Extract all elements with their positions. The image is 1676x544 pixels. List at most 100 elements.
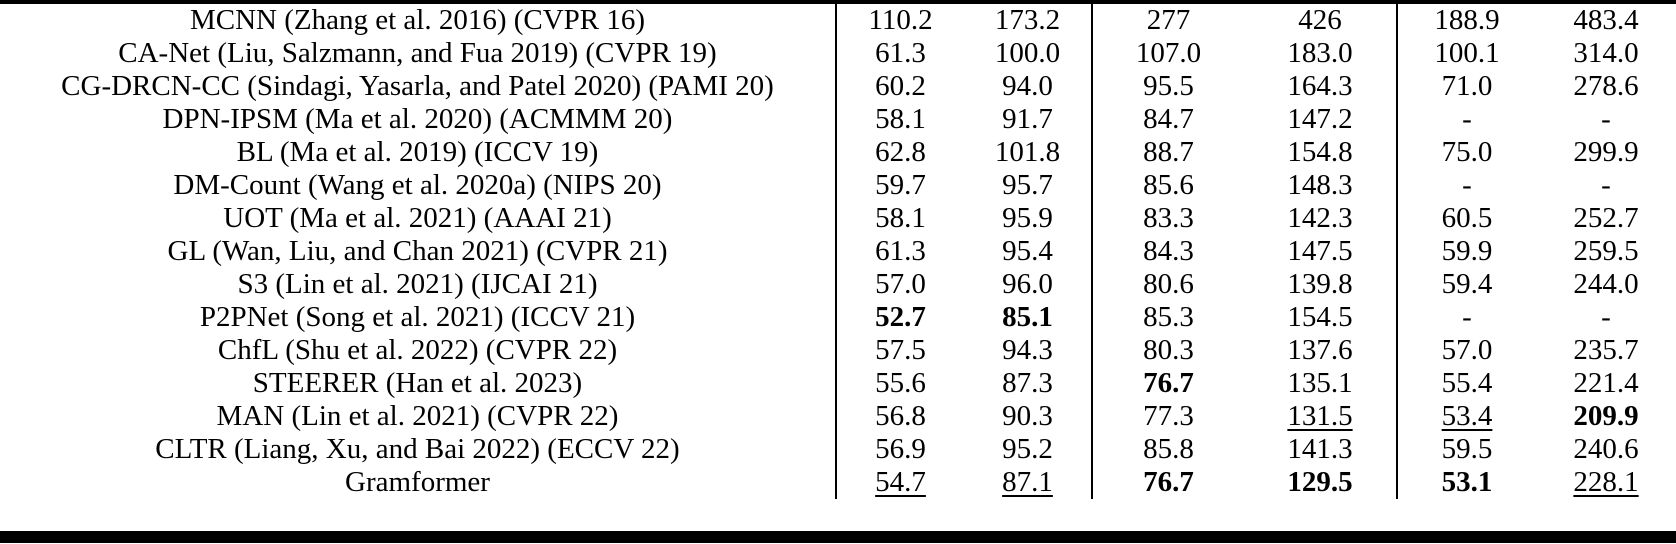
value-cell: 84.3 bbox=[1143, 235, 1194, 267]
value-cell: 95.4 bbox=[964, 235, 1093, 268]
value-cell: 142.3 bbox=[1244, 202, 1398, 235]
value-cell: 55.4 bbox=[1441, 367, 1493, 399]
value-cell: 76.7 bbox=[1143, 367, 1194, 399]
value-cell: - bbox=[1601, 301, 1611, 333]
value-cell: 278.6 bbox=[1573, 70, 1639, 102]
table-row: P2PNet (Song et al. 2021) (ICCV 21) 52.7 8… bbox=[0, 301, 1676, 334]
table-row: CLTR (Liang, Xu, and Bai 2022) (ECCV 22)… bbox=[0, 433, 1676, 466]
table-row: CA-Net (Liu, Salzmann, and Fua 2019) (CV… bbox=[0, 37, 1676, 70]
value-cell: 129.5 bbox=[1244, 466, 1398, 499]
value-cell: 173.2 bbox=[964, 4, 1093, 37]
value-cell: 148.3 bbox=[1244, 169, 1398, 202]
value-cell: 58.1 bbox=[875, 103, 926, 135]
table-bottom-rule bbox=[0, 531, 1676, 543]
value-cell: - bbox=[1601, 103, 1611, 135]
method-name-cell: GL (Wan, Liu, and Chan 2021) (CVPR 21) bbox=[0, 235, 837, 268]
table-row: DM-Count (Wang et al. 2020a) (NIPS 20) 59… bbox=[0, 169, 1676, 202]
value-cell: 83.3 bbox=[1143, 202, 1194, 234]
method-name-cell: CG-DRCN-CC (Sindagi, Yasarla, and Patel … bbox=[0, 70, 837, 103]
value-cell: 101.8 bbox=[964, 136, 1093, 169]
value-cell: 57.0 bbox=[875, 268, 926, 300]
value-cell: 59.9 bbox=[1441, 235, 1493, 267]
value-cell: - bbox=[1462, 301, 1472, 333]
value-cell: 85.6 bbox=[1143, 169, 1194, 201]
value-cell: 56.9 bbox=[875, 433, 926, 465]
method-name-cell: UOT (Ma et al. 2021) (AAAI 21) bbox=[0, 202, 837, 235]
value-cell: 277 bbox=[1146, 4, 1191, 36]
value-cell: 221.4 bbox=[1573, 367, 1639, 399]
value-cell: 131.5 bbox=[1244, 400, 1398, 433]
value-cell: 154.8 bbox=[1244, 136, 1398, 169]
value-cell: 77.3 bbox=[1143, 400, 1194, 432]
value-cell: 60.5 bbox=[1441, 202, 1493, 234]
value-cell: 94.3 bbox=[964, 334, 1093, 367]
value-cell: 139.8 bbox=[1244, 268, 1398, 301]
value-cell: 259.5 bbox=[1573, 235, 1639, 267]
table-row: GL (Wan, Liu, and Chan 2021) (CVPR 21) 61… bbox=[0, 235, 1676, 268]
value-cell: 95.2 bbox=[964, 433, 1093, 466]
value-cell: 59.7 bbox=[875, 169, 926, 201]
value-cell: 91.7 bbox=[964, 103, 1093, 136]
value-cell: 183.0 bbox=[1244, 37, 1398, 70]
value-cell: 94.0 bbox=[964, 70, 1093, 103]
value-cell: 96.0 bbox=[964, 268, 1093, 301]
value-cell: - bbox=[1462, 103, 1472, 135]
value-cell: 76.7 bbox=[1143, 466, 1194, 498]
value-cell: 53.4 bbox=[1441, 400, 1493, 432]
table-row: S3 (Lin et al. 2021) (IJCAI 21) 57.0 96.0 8… bbox=[0, 268, 1676, 301]
value-cell: 61.3 bbox=[875, 235, 926, 267]
value-cell: 483.4 bbox=[1573, 4, 1639, 36]
method-name-cell: Gramformer bbox=[0, 466, 837, 499]
value-cell: 53.1 bbox=[1441, 466, 1493, 498]
value-cell: 137.6 bbox=[1244, 334, 1398, 367]
method-name-cell: DPN-IPSM (Ma et al. 2020) (ACMMM 20) bbox=[0, 103, 837, 136]
value-cell: 85.1 bbox=[964, 301, 1093, 334]
value-cell: 84.7 bbox=[1143, 103, 1194, 135]
value-cell: 244.0 bbox=[1573, 268, 1639, 300]
method-name-cell: CA-Net (Liu, Salzmann, and Fua 2019) (CV… bbox=[0, 37, 837, 70]
table-row: STEERER (Han et al. 2023) 55.6 87.3 76.7 135… bbox=[0, 367, 1676, 400]
table-row: MAN (Lin et al. 2021) (CVPR 22) 56.8 90.3 7… bbox=[0, 400, 1676, 433]
value-cell: 75.0 bbox=[1441, 136, 1493, 168]
results-table: MCNN (Zhang et al. 2016) (CVPR 16) 110.2 1… bbox=[0, 4, 1676, 499]
value-cell: 88.7 bbox=[1143, 136, 1194, 168]
table-row: Gramformer 54.7 87.1 76.7 129.5 53.1 228.1 bbox=[0, 466, 1676, 499]
method-name-cell: CLTR (Liang, Xu, and Bai 2022) (ECCV 22) bbox=[0, 433, 837, 466]
table-row: CG-DRCN-CC (Sindagi, Yasarla, and Patel … bbox=[0, 70, 1676, 103]
method-name-cell: MAN (Lin et al. 2021) (CVPR 22) bbox=[0, 400, 837, 433]
method-name-cell: BL (Ma et al. 2019) (ICCV 19) bbox=[0, 136, 837, 169]
value-cell: 240.6 bbox=[1573, 433, 1639, 465]
method-name-cell: ChfL (Shu et al. 2022) (CVPR 22) bbox=[0, 334, 837, 367]
value-cell: 164.3 bbox=[1244, 70, 1398, 103]
value-cell: 135.1 bbox=[1244, 367, 1398, 400]
value-cell: 57.0 bbox=[1441, 334, 1493, 366]
value-cell: 59.4 bbox=[1441, 268, 1493, 300]
value-cell: 299.9 bbox=[1573, 136, 1639, 168]
value-cell: 85.3 bbox=[1143, 301, 1194, 333]
value-cell: 100.0 bbox=[964, 37, 1093, 70]
value-cell: 95.5 bbox=[1143, 70, 1194, 102]
value-cell: 60.2 bbox=[875, 70, 926, 102]
method-name-cell: MCNN (Zhang et al. 2016) (CVPR 16) bbox=[0, 4, 837, 37]
value-cell: 252.7 bbox=[1573, 202, 1639, 234]
value-cell: 95.9 bbox=[964, 202, 1093, 235]
value-cell: 228.1 bbox=[1573, 466, 1639, 498]
value-cell: 95.7 bbox=[964, 169, 1093, 202]
value-cell: 59.5 bbox=[1441, 433, 1493, 465]
value-cell: 209.9 bbox=[1573, 400, 1639, 432]
table-row: BL (Ma et al. 2019) (ICCV 19) 62.8 101.8 88… bbox=[0, 136, 1676, 169]
table-row: MCNN (Zhang et al. 2016) (CVPR 16) 110.2 1… bbox=[0, 4, 1676, 37]
value-cell: 154.5 bbox=[1244, 301, 1398, 334]
value-cell: 188.9 bbox=[1434, 4, 1500, 36]
value-cell: 100.1 bbox=[1434, 37, 1500, 69]
method-name-cell: STEERER (Han et al. 2023) bbox=[0, 367, 837, 400]
value-cell: 54.7 bbox=[875, 466, 926, 498]
value-cell: 85.8 bbox=[1143, 433, 1194, 465]
value-cell: 141.3 bbox=[1244, 433, 1398, 466]
value-cell: 426 bbox=[1244, 4, 1398, 37]
value-cell: 62.8 bbox=[875, 136, 926, 168]
value-cell: 80.6 bbox=[1143, 268, 1194, 300]
value-cell: - bbox=[1462, 169, 1472, 201]
value-cell: 147.5 bbox=[1244, 235, 1398, 268]
value-cell: 147.2 bbox=[1244, 103, 1398, 136]
